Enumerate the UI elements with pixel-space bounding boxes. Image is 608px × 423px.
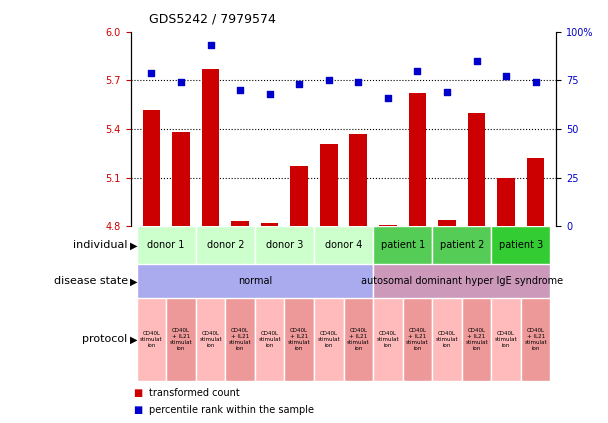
Text: percentile rank within the sample: percentile rank within the sample xyxy=(149,405,314,415)
Bar xyxy=(226,298,255,381)
Bar xyxy=(409,93,426,226)
Bar xyxy=(291,166,308,226)
Bar xyxy=(314,298,344,381)
Bar xyxy=(314,226,373,264)
Bar xyxy=(491,298,521,381)
Text: CD40L
+ IL21
stimulat
ion: CD40L + IL21 stimulat ion xyxy=(406,328,429,351)
Text: ▶: ▶ xyxy=(130,240,137,250)
Bar xyxy=(255,298,285,381)
Text: protocol: protocol xyxy=(83,335,128,344)
Text: ▶: ▶ xyxy=(130,335,137,344)
Text: CD40L
+ IL21
stimulat
ion: CD40L + IL21 stimulat ion xyxy=(170,328,192,351)
Text: donor 1: donor 1 xyxy=(148,240,185,250)
Bar xyxy=(231,221,249,226)
Point xyxy=(353,79,363,86)
Bar xyxy=(344,298,373,381)
Bar xyxy=(320,144,337,226)
Point xyxy=(531,79,541,86)
Text: CD40L
stimulat
ion: CD40L stimulat ion xyxy=(495,331,517,348)
Point xyxy=(472,58,482,64)
Text: CD40L
+ IL21
stimulat
ion: CD40L + IL21 stimulat ion xyxy=(288,328,311,351)
Text: ■: ■ xyxy=(134,388,146,398)
Text: GDS5242 / 7979574: GDS5242 / 7979574 xyxy=(150,13,276,25)
Bar xyxy=(172,132,190,226)
Point xyxy=(383,94,393,101)
Point xyxy=(501,73,511,80)
Point xyxy=(324,77,334,84)
Bar xyxy=(166,298,196,381)
Point xyxy=(264,91,274,97)
Text: CD40L
stimulat
ion: CD40L stimulat ion xyxy=(199,331,222,348)
Bar xyxy=(137,264,373,298)
Text: disease state: disease state xyxy=(54,276,128,286)
Point xyxy=(235,87,245,93)
Point xyxy=(206,42,215,49)
Point xyxy=(176,79,186,86)
Bar xyxy=(142,110,161,226)
Text: donor 2: donor 2 xyxy=(207,240,244,250)
Text: transformed count: transformed count xyxy=(149,388,240,398)
Bar xyxy=(491,226,550,264)
Text: CD40L
+ IL21
stimulat
ion: CD40L + IL21 stimulat ion xyxy=(229,328,251,351)
Text: CD40L
stimulat
ion: CD40L stimulat ion xyxy=(140,331,163,348)
Text: CD40L
+ IL21
stimulat
ion: CD40L + IL21 stimulat ion xyxy=(524,328,547,351)
Point xyxy=(147,69,156,76)
Text: donor 4: donor 4 xyxy=(325,240,362,250)
Text: CD40L
stimulat
ion: CD40L stimulat ion xyxy=(317,331,340,348)
Text: ▶: ▶ xyxy=(130,276,137,286)
Bar xyxy=(379,225,396,226)
Bar xyxy=(497,178,515,226)
Text: autosomal dominant hyper IgE syndrome: autosomal dominant hyper IgE syndrome xyxy=(361,276,563,286)
Bar xyxy=(196,298,226,381)
Bar xyxy=(468,113,485,226)
Text: normal: normal xyxy=(238,276,272,286)
Bar xyxy=(202,69,219,226)
Bar xyxy=(438,220,456,226)
Bar xyxy=(285,298,314,381)
Text: individual: individual xyxy=(73,240,128,250)
Point xyxy=(294,81,304,88)
Point xyxy=(413,67,423,74)
Bar xyxy=(137,298,166,381)
Text: CD40L
stimulat
ion: CD40L stimulat ion xyxy=(436,331,458,348)
Text: CD40L
+ IL21
stimulat
ion: CD40L + IL21 stimulat ion xyxy=(465,328,488,351)
Bar xyxy=(350,134,367,226)
Bar xyxy=(461,298,491,381)
Text: CD40L
+ IL21
stimulat
ion: CD40L + IL21 stimulat ion xyxy=(347,328,370,351)
Text: ■: ■ xyxy=(134,405,146,415)
Bar xyxy=(432,226,491,264)
Bar xyxy=(373,226,432,264)
Text: CD40L
stimulat
ion: CD40L stimulat ion xyxy=(376,331,399,348)
Bar xyxy=(432,298,461,381)
Bar xyxy=(137,226,196,264)
Bar xyxy=(527,158,545,226)
Point xyxy=(442,89,452,96)
Bar xyxy=(373,264,550,298)
Text: CD40L
stimulat
ion: CD40L stimulat ion xyxy=(258,331,281,348)
Bar xyxy=(255,226,314,264)
Bar xyxy=(521,298,550,381)
Bar xyxy=(402,298,432,381)
Text: patient 2: patient 2 xyxy=(440,240,484,250)
Bar xyxy=(373,298,402,381)
Text: donor 3: donor 3 xyxy=(266,240,303,250)
Bar xyxy=(261,223,278,226)
Text: patient 3: patient 3 xyxy=(499,240,543,250)
Text: patient 1: patient 1 xyxy=(381,240,425,250)
Bar xyxy=(196,226,255,264)
